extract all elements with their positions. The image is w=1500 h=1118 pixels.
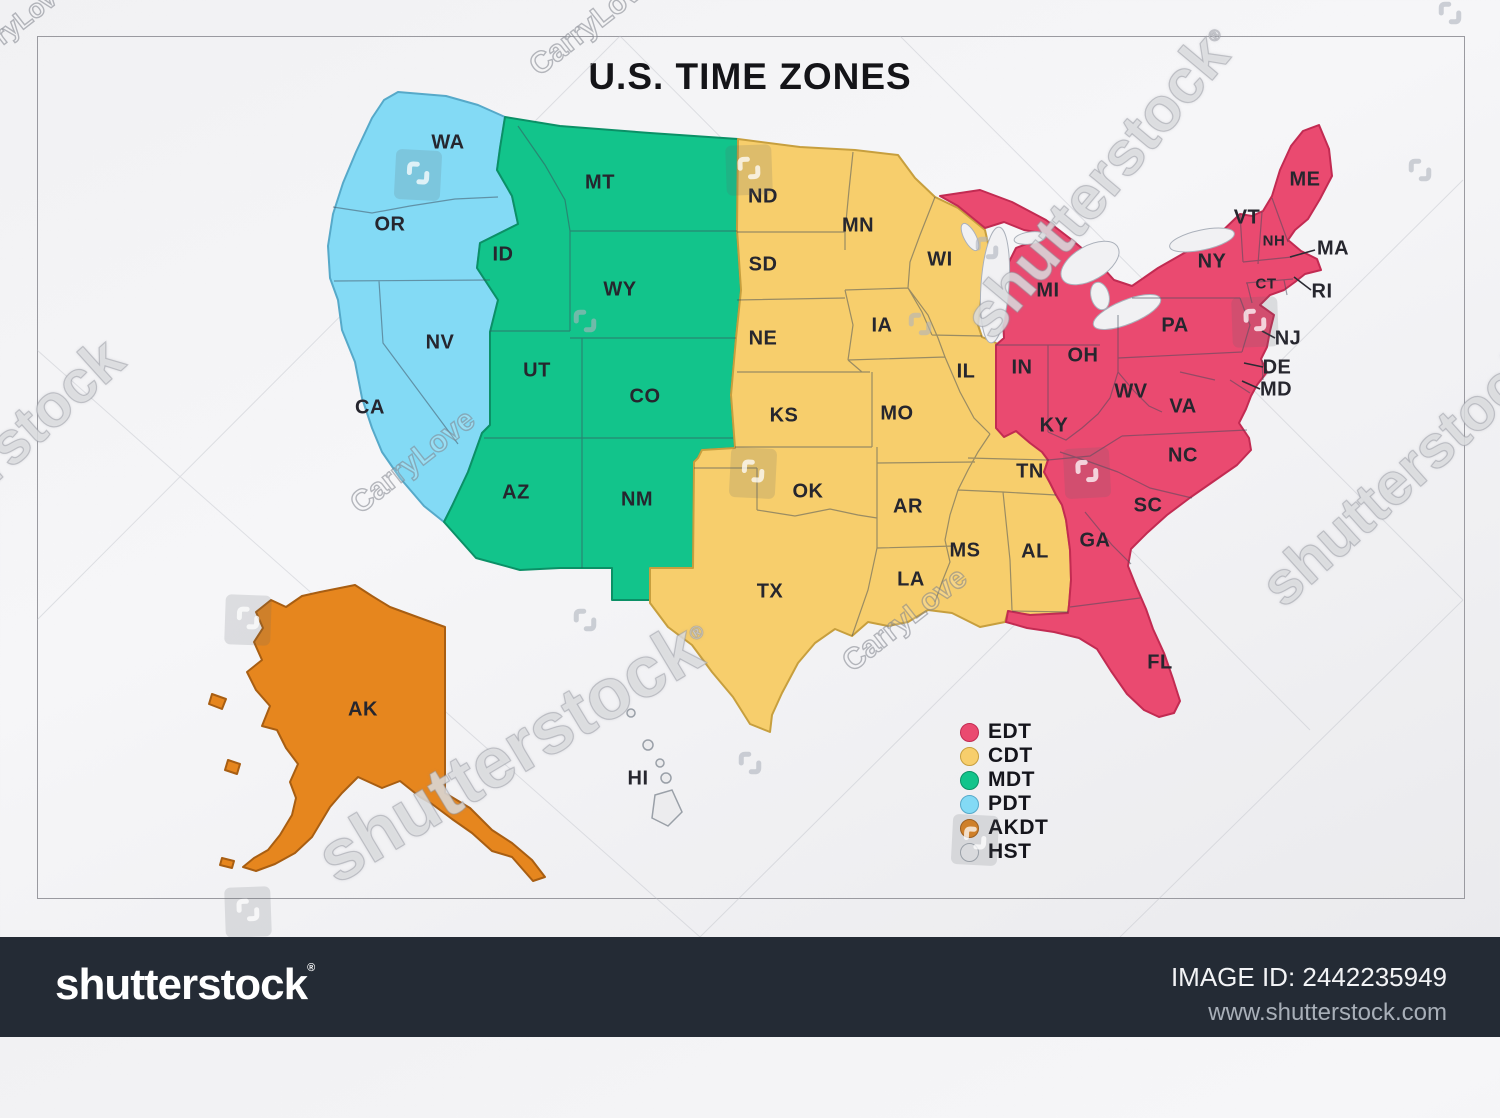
legend-swatch — [960, 842, 979, 862]
state-label-wy: WY — [603, 278, 637, 301]
us-time-zone-map — [36, 35, 1464, 938]
state-label-ri: RI — [1311, 280, 1333, 303]
state-label-va: VA — [1169, 395, 1197, 418]
legend-swatch — [960, 746, 979, 766]
state-label-or: OR — [374, 213, 406, 236]
legend-item-akdt: AKDT — [960, 816, 1048, 840]
legend-item-hst: HST — [960, 840, 1048, 864]
state-label-nd: ND — [748, 185, 778, 208]
zone-eastern — [939, 124, 1333, 718]
legend-label: HST — [988, 840, 1032, 863]
legend-item-cdt: CDT — [960, 744, 1048, 768]
state-label-ct: CT — [1255, 275, 1277, 293]
state-label-fl: FL — [1147, 651, 1173, 674]
state-label-co: CO — [629, 385, 661, 408]
state-label-id: ID — [492, 243, 514, 266]
lake-huron — [1060, 240, 1120, 286]
state-label-az: AZ — [502, 481, 530, 504]
legend-label: PDT — [988, 792, 1032, 815]
state-label-ks: KS — [769, 404, 799, 427]
state-label-al: AL — [1021, 540, 1049, 563]
state-label-me: ME — [1289, 168, 1321, 191]
saginaw-bay — [1090, 281, 1110, 311]
state-label-ut: UT — [523, 359, 551, 382]
state-label-tn: TN — [1016, 460, 1044, 483]
state-label-wa: WA — [431, 131, 465, 154]
state-label-il: IL — [956, 360, 976, 383]
state-label-vt: VT — [1233, 206, 1261, 229]
state-label-ne: NE — [748, 327, 778, 350]
legend-item-pdt: PDT — [960, 792, 1048, 816]
image-id: IMAGE ID: 2442235949 — [1170, 962, 1447, 992]
legend-item-mdt: MDT — [960, 768, 1048, 792]
state-borders — [332, 125, 1294, 637]
alaska-island — [208, 693, 227, 710]
zone-alaska — [242, 584, 546, 882]
site-url: www.shutterstock.com — [1208, 999, 1447, 1026]
state-label-sd: SD — [748, 253, 778, 276]
legend-label: EDT — [988, 720, 1032, 743]
state-label-in: IN — [1011, 356, 1033, 379]
state-label-md: MD — [1259, 378, 1293, 401]
state-label-ca: CA — [355, 396, 385, 419]
state-label-mn: MN — [841, 214, 875, 237]
state-label-mo: MO — [880, 402, 914, 425]
state-label-wi: WI — [927, 248, 953, 271]
legend-item-edt: EDT — [960, 720, 1048, 744]
state-label-sc: SC — [1133, 494, 1163, 517]
callout-leader-lines — [1241, 249, 1316, 390]
page-title: U.S. TIME ZONES — [588, 56, 912, 97]
alaska-island — [219, 857, 235, 869]
state-label-ny: NY — [1197, 250, 1227, 273]
state-label-ar: AR — [893, 495, 923, 518]
state-label-la: LA — [897, 568, 925, 591]
lake-ontario — [1169, 227, 1235, 253]
state-label-mi: MI — [1036, 279, 1060, 302]
state-label-wv: WV — [1114, 380, 1148, 403]
state-label-nj: NJ — [1274, 327, 1302, 350]
green-bay — [960, 222, 980, 252]
legend-swatch — [960, 794, 979, 814]
state-label-hi: HI — [627, 767, 649, 790]
state-label-ma: MA — [1316, 237, 1350, 260]
state-label-nv: NV — [425, 331, 455, 354]
state-label-ga: GA — [1079, 529, 1111, 552]
state-label-oh: OH — [1067, 344, 1099, 367]
legend-swatch — [960, 722, 979, 742]
state-label-ia: IA — [871, 314, 893, 337]
state-label-nm: NM — [620, 488, 654, 511]
state-label-ok: OK — [792, 480, 824, 503]
great-lakes — [960, 222, 1235, 344]
state-label-ak: AK — [348, 698, 378, 721]
legend-label: AKDT — [988, 816, 1049, 839]
legend-swatch — [960, 770, 979, 790]
state-label-nh: NH — [1262, 232, 1286, 250]
zone-shapes — [208, 91, 1333, 882]
state-label-de: DE — [1262, 356, 1292, 379]
state-label-nc: NC — [1168, 444, 1198, 467]
time-zone-legend: EDT CDT MDT PDT AKDT HST — [960, 720, 1048, 864]
shutterstock-logo: shutterstock® — [55, 960, 315, 1009]
hawaii-islands — [626, 708, 683, 827]
alaska-island — [224, 759, 241, 775]
legend-label: MDT — [988, 768, 1035, 791]
state-label-pa: PA — [1161, 314, 1189, 337]
state-label-tx: TX — [756, 580, 784, 603]
registered-mark: ® — [307, 962, 315, 974]
legend-swatch — [960, 818, 979, 838]
state-label-mt: MT — [585, 171, 615, 194]
state-label-ky: KY — [1039, 414, 1069, 437]
footer-bar: shutterstock® IMAGE ID: 2442235949 www.s… — [0, 937, 1500, 1037]
mackinac-strait — [1013, 231, 1047, 245]
legend-label: CDT — [988, 744, 1033, 767]
stock-image-page: { "title": "U.S. TIME ZONES", "legend": … — [0, 0, 1500, 1037]
state-label-ms: MS — [949, 539, 981, 562]
